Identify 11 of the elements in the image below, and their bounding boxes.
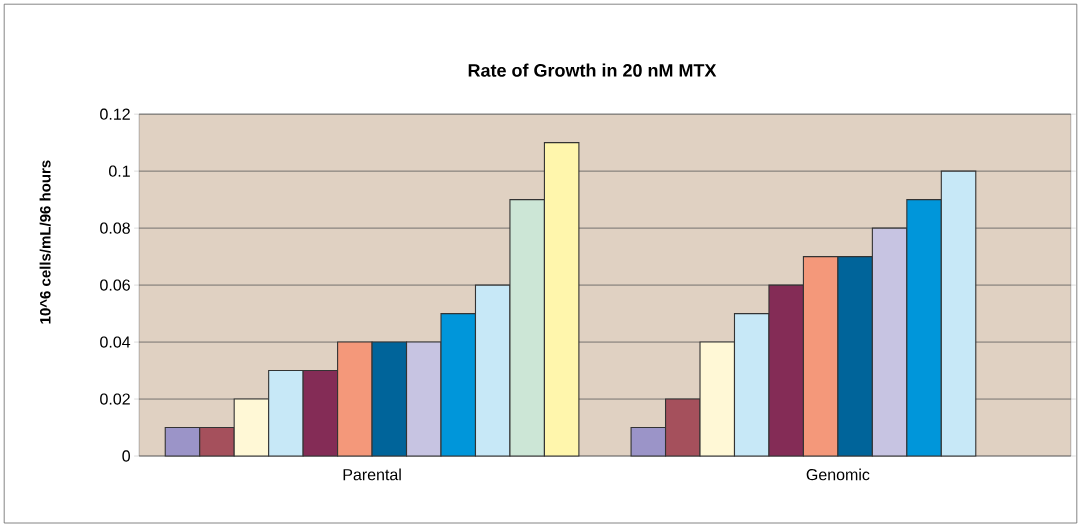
y-tick-label: 0.12 <box>100 108 130 120</box>
chart-title: Rate of Growth in 20 nM MTX <box>468 63 717 77</box>
y-tick-label: 0.06 <box>100 279 130 291</box>
y-tick-label: 0.1 <box>109 165 130 177</box>
x-tick-label: Genomic <box>806 468 870 481</box>
y-tick-label: 0.08 <box>100 222 130 234</box>
x-tick-label: Parental <box>343 468 401 481</box>
y-tick-label: 0.04 <box>100 336 131 348</box>
y-tick-label: 0.02 <box>100 393 130 405</box>
y-axis-title: 10^6 cells/mL/96 hours <box>39 160 51 324</box>
y-tick-label: 0 <box>122 450 130 462</box>
